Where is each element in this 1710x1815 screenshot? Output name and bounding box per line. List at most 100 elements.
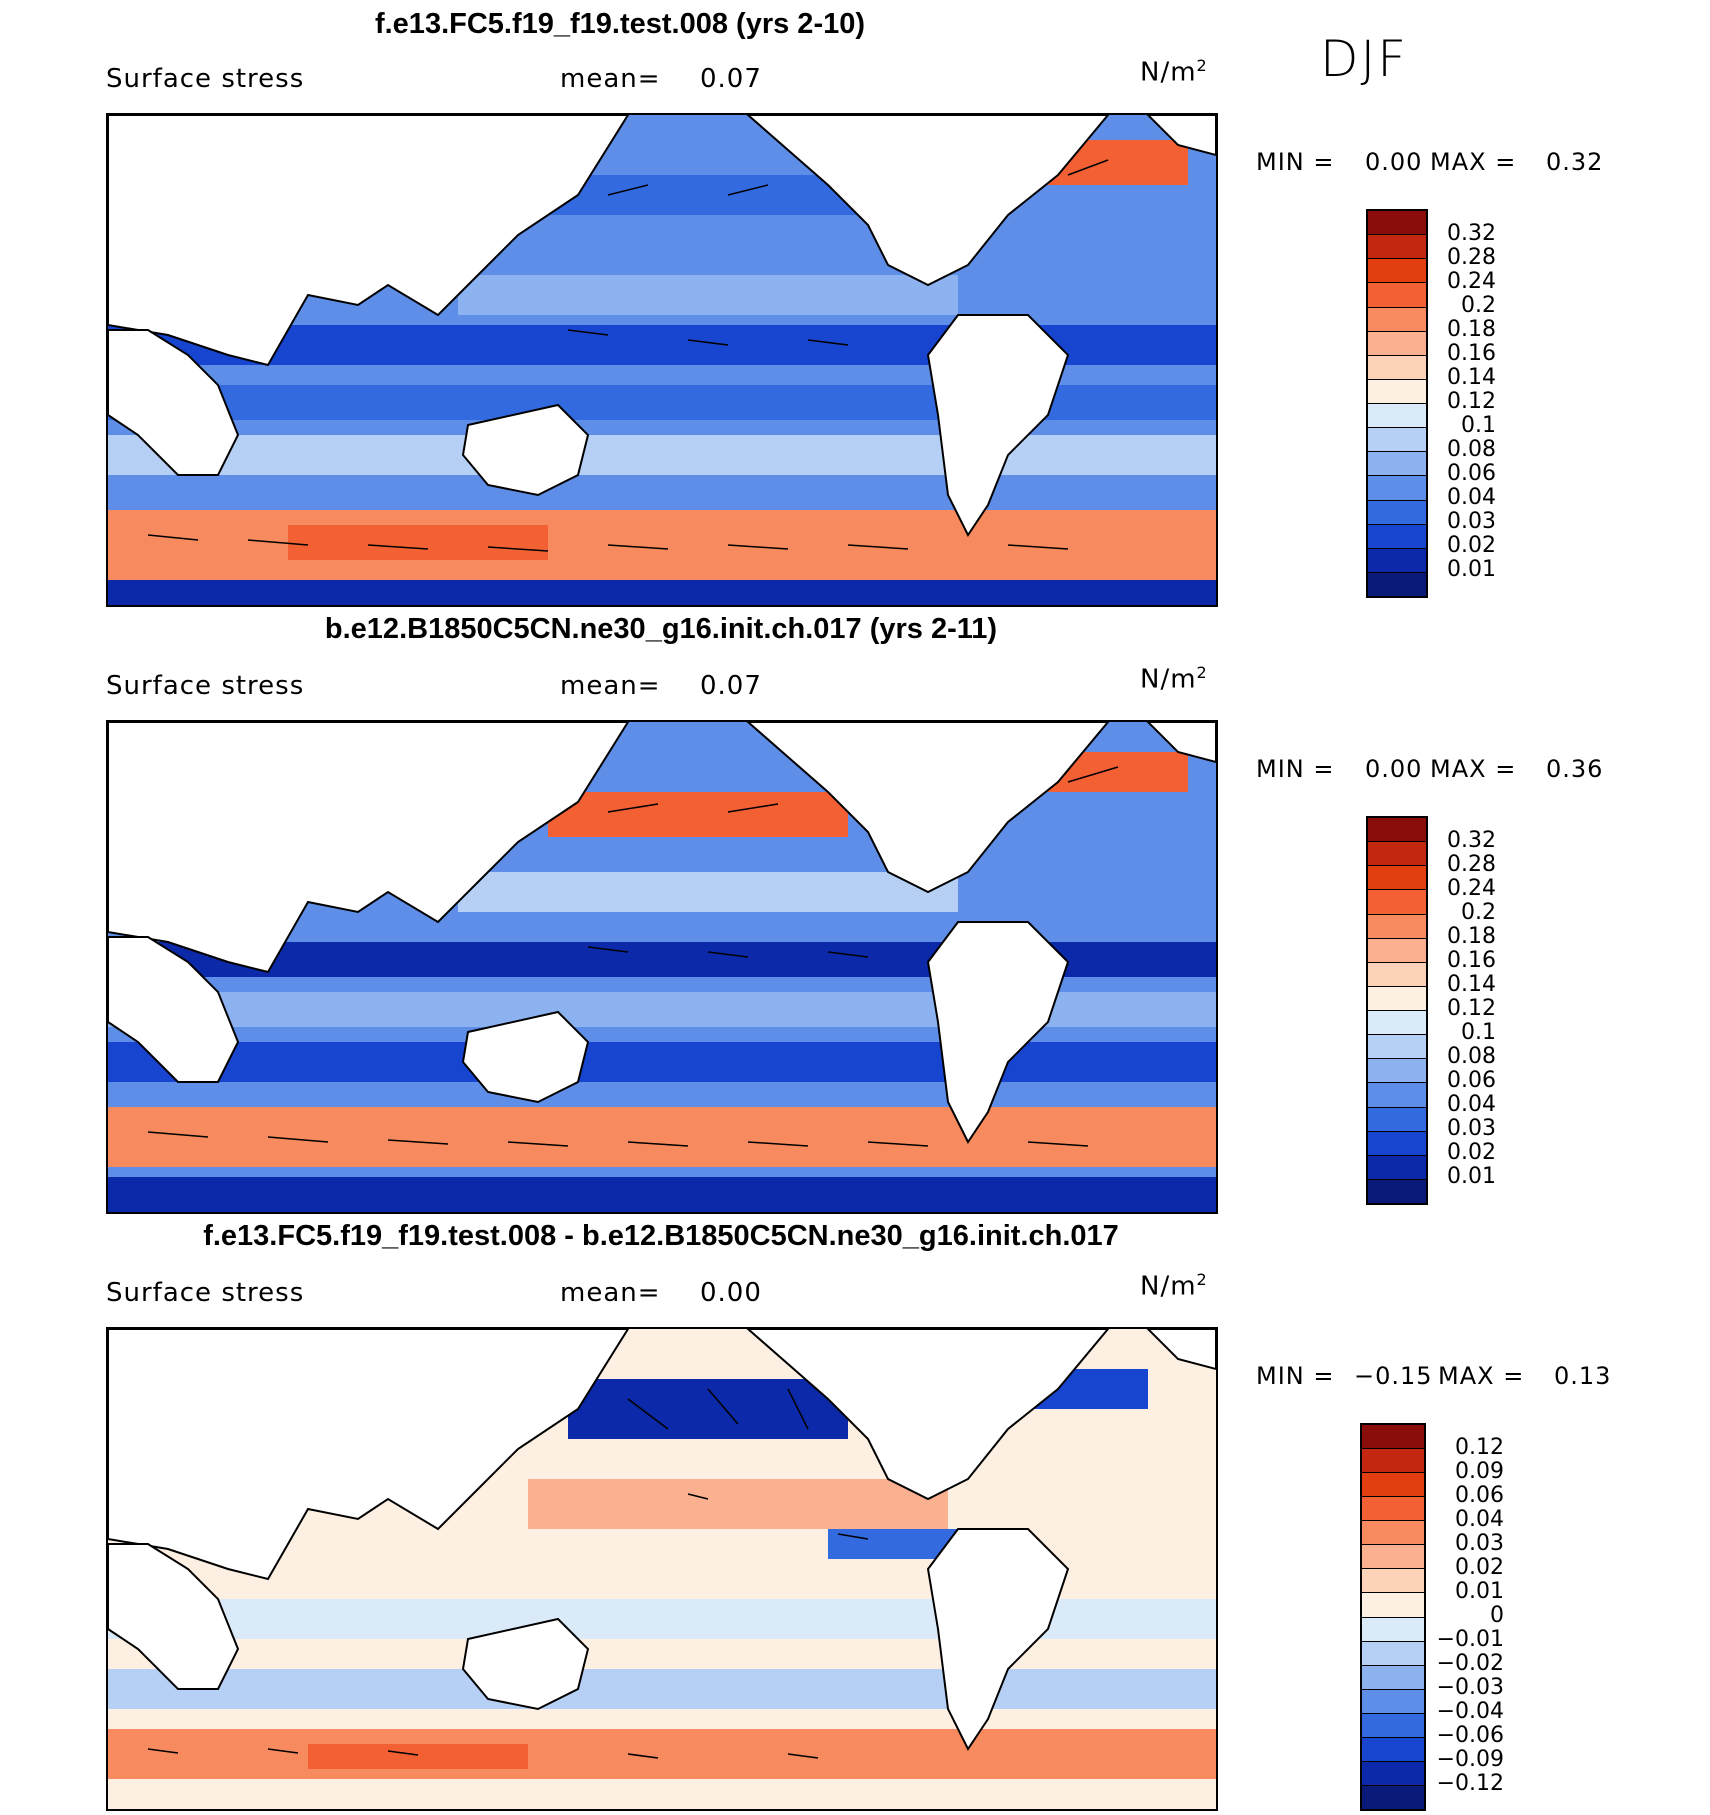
panel-2-map xyxy=(106,720,1218,1214)
colorbar-swatch xyxy=(1368,889,1426,914)
colorbar-swatch xyxy=(1368,1154,1426,1179)
landmass-north-america xyxy=(746,1329,1110,1501)
colorbar-label: 0.24 xyxy=(1447,876,1496,901)
band-southern-ocean xyxy=(108,510,1216,580)
wind-vector xyxy=(787,1388,809,1430)
colorbar-swatch xyxy=(1362,1640,1424,1665)
panel-1-min-label: MIN = xyxy=(1256,148,1335,176)
wind-vector xyxy=(1067,766,1119,783)
band-southern-ocean xyxy=(108,1107,1216,1167)
band-north-trades xyxy=(528,1479,948,1529)
wind-vector xyxy=(147,1748,179,1754)
colorbar-label: 0.16 xyxy=(1447,341,1496,366)
colorbar-swatch xyxy=(1368,1082,1426,1107)
landmass-australia xyxy=(461,1010,590,1104)
colorbar-swatch xyxy=(1368,354,1426,379)
wind-vector-field xyxy=(147,159,1109,552)
panel-2-max-label: MAX = xyxy=(1430,755,1517,783)
wind-vector xyxy=(627,1141,689,1147)
colorbar-label: −0.01 xyxy=(1436,1627,1504,1652)
colorbar-swatch xyxy=(1368,475,1426,500)
colorbar-label: 0 xyxy=(1490,1603,1504,1628)
colorbar-swatch xyxy=(1368,571,1426,596)
panel-1-colorbar xyxy=(1366,209,1428,598)
colorbar-swatch xyxy=(1362,1448,1424,1473)
colorbar-label: 0.04 xyxy=(1447,1092,1496,1117)
colorbar-swatch xyxy=(1368,937,1426,962)
wind-vector xyxy=(847,544,909,550)
panel-2-units: N/m2 xyxy=(1140,663,1208,695)
landmass-africa-south xyxy=(108,936,240,1083)
panel-3-colorbar xyxy=(1360,1423,1426,1811)
colorbar-label: 0.24 xyxy=(1447,269,1496,294)
wind-vector xyxy=(707,1388,739,1425)
panel-1-max-label: MAX = xyxy=(1430,148,1517,176)
colorbar-label: −0.03 xyxy=(1436,1675,1504,1700)
colorbar-label: 0.12 xyxy=(1447,389,1496,414)
landmass-australia xyxy=(461,403,590,497)
colorbar-label: 0.32 xyxy=(1447,221,1496,246)
landmass-greenland xyxy=(1146,722,1216,764)
panel-1-units: N/m2 xyxy=(1140,56,1208,88)
colorbar-swatch xyxy=(1368,961,1426,986)
landmass-africa-south xyxy=(108,1543,240,1690)
colorbar-swatch xyxy=(1368,1106,1426,1131)
wind-vector xyxy=(147,534,199,541)
north-pacific-min xyxy=(568,1379,848,1439)
wind-vector xyxy=(147,1131,209,1138)
colorbar-swatch xyxy=(1368,523,1426,548)
panel-3-mean-value: 0.00 xyxy=(700,1278,762,1308)
wind-vector xyxy=(607,184,649,196)
colorbar-swatch xyxy=(1368,258,1426,283)
panel-3-units: N/m2 xyxy=(1140,1270,1208,1302)
colorbar-swatch xyxy=(1368,1034,1426,1059)
panel-3-min-value: −0.15 xyxy=(1354,1362,1433,1390)
colorbar-label: −0.02 xyxy=(1436,1651,1504,1676)
colorbar-label: 0.03 xyxy=(1455,1531,1504,1556)
colorbar-swatch xyxy=(1368,1010,1426,1035)
colorbar-label: 0.18 xyxy=(1447,924,1496,949)
colorbar-label: 0.06 xyxy=(1447,461,1496,486)
wind-vector xyxy=(627,1753,659,1759)
panel-2-title: b.e12.B1850C5CN.ne30_g16.init.ch.017 (yr… xyxy=(324,613,998,645)
colorbar-label: 0.02 xyxy=(1447,1140,1496,1165)
panel-1-min-value: 0.00 xyxy=(1365,148,1423,176)
panel-3-map xyxy=(106,1327,1218,1811)
panel-2-min-value: 0.00 xyxy=(1365,755,1423,783)
wind-vector-field xyxy=(147,766,1119,1147)
wind-vector xyxy=(627,1398,669,1430)
colorbar-label: 0.14 xyxy=(1447,365,1496,390)
wind-vector xyxy=(387,1139,449,1145)
colorbar-swatch xyxy=(1368,985,1426,1010)
colorbar-label: 0.04 xyxy=(1455,1507,1504,1532)
band-north-trades xyxy=(458,275,958,315)
landmass-greenland xyxy=(1146,1329,1216,1371)
wind-vector xyxy=(707,951,749,958)
wind-vector xyxy=(587,946,629,953)
landmass-north-america xyxy=(746,722,1110,894)
panel-3-max-label: MAX = xyxy=(1438,1362,1525,1390)
panel-3-colorbar-labels: 0.12 0.09 0.06 0.04 0.03 0.02 0.01 0 −0.… xyxy=(1428,1423,1504,1807)
wind-vector xyxy=(787,1753,819,1759)
wind-vector xyxy=(687,1493,709,1500)
wind-vector xyxy=(727,184,769,196)
colorbar-label: 0.32 xyxy=(1447,828,1496,853)
landmass-south-america xyxy=(926,921,1070,1144)
wind-vector xyxy=(507,1141,569,1147)
colorbar-label: 0.01 xyxy=(1447,1164,1496,1189)
colorbar-swatch xyxy=(1362,1616,1424,1641)
colorbar-swatch xyxy=(1368,913,1426,938)
wind-vector xyxy=(1007,544,1069,550)
wind-vector xyxy=(367,544,429,550)
landmass-australia xyxy=(461,1617,590,1711)
colorbar-label: 0.03 xyxy=(1447,1116,1496,1141)
wind-vector xyxy=(1067,159,1109,176)
wind-vector xyxy=(607,544,669,550)
colorbar-label: 0.18 xyxy=(1447,317,1496,342)
panel-3-min-label: MIN = xyxy=(1256,1362,1335,1390)
north-pacific-max xyxy=(548,792,848,837)
panel-2-colorbar xyxy=(1366,816,1428,1205)
colorbar-swatch xyxy=(1368,865,1426,890)
panel-3-title: f.e13.FC5.f19_f19.test.008 - b.e12.B1850… xyxy=(203,1220,1119,1252)
band-southern-ocean-core xyxy=(288,525,548,560)
